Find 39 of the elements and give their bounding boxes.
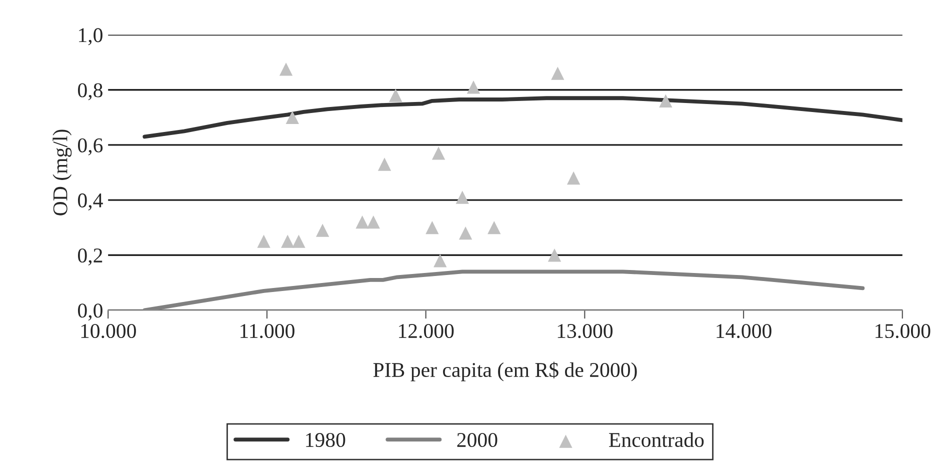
point [566, 171, 580, 185]
point [378, 158, 392, 171]
x-tick-label: 14.000 [716, 324, 772, 338]
point [389, 88, 402, 102]
y-tick-label: 1,0 [79, 28, 102, 46]
x-tick-label: 11.000 [240, 324, 294, 338]
point [551, 66, 564, 80]
point [458, 226, 472, 240]
point [292, 234, 306, 248]
x-tick-label: 15.000 [876, 324, 930, 338]
point [466, 80, 480, 94]
x-tick-label: 13.000 [558, 324, 613, 338]
point [279, 62, 293, 76]
line-series [142, 96, 902, 139]
point [356, 215, 369, 229]
point [548, 248, 562, 262]
point [281, 234, 294, 248]
point [366, 215, 380, 229]
y-tick-label: 0,0 [78, 304, 102, 321]
x-axis-title: PIB per capita (em R$ de 2000) [373, 362, 637, 382]
point [432, 146, 446, 160]
point [286, 110, 299, 124]
point [659, 94, 672, 108]
point [426, 220, 439, 234]
point [257, 234, 270, 248]
y-tick-label: 0,4 [78, 193, 103, 210]
y-tick-label: 0,8 [78, 83, 102, 100]
point [434, 254, 447, 268]
y-axis-title: OD (mg/l) [52, 130, 72, 216]
y-tick-label: 0,2 [78, 248, 102, 266]
y-tick-label: 0,6 [78, 138, 103, 156]
point [316, 224, 330, 237]
point [488, 220, 501, 234]
x-tick-label: 10.000 [81, 324, 136, 338]
legend-label: Encontrado [609, 432, 704, 448]
legend-label: 1980 [306, 432, 346, 448]
legend-label: 2000 [457, 432, 498, 448]
x-tick-label: 12.000 [399, 324, 454, 338]
point [456, 190, 469, 204]
